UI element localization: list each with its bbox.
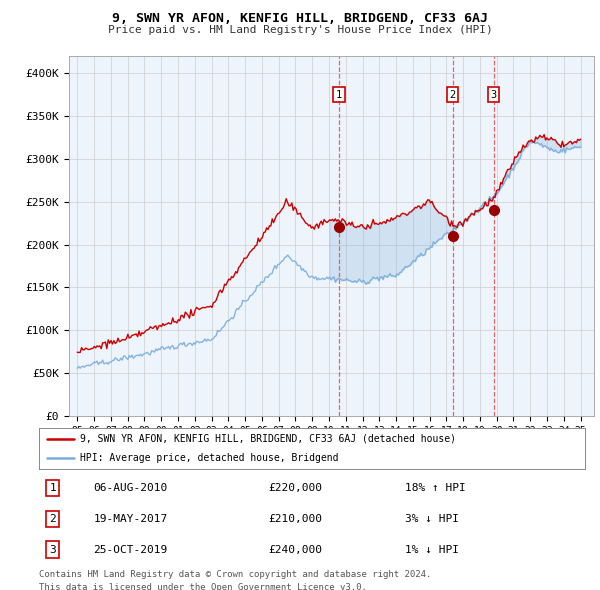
Text: 3: 3 xyxy=(490,90,497,100)
Text: 1: 1 xyxy=(336,90,342,100)
Text: 25-OCT-2019: 25-OCT-2019 xyxy=(94,545,168,555)
Text: 2: 2 xyxy=(49,514,56,524)
Text: 18% ↑ HPI: 18% ↑ HPI xyxy=(405,483,466,493)
Text: 2: 2 xyxy=(449,90,456,100)
Text: 06-AUG-2010: 06-AUG-2010 xyxy=(94,483,168,493)
Text: 1: 1 xyxy=(49,483,56,493)
Text: 9, SWN YR AFON, KENFIG HILL, BRIDGEND, CF33 6AJ: 9, SWN YR AFON, KENFIG HILL, BRIDGEND, C… xyxy=(112,12,488,25)
Text: Contains HM Land Registry data © Crown copyright and database right 2024.: Contains HM Land Registry data © Crown c… xyxy=(39,570,431,579)
Text: 3% ↓ HPI: 3% ↓ HPI xyxy=(405,514,459,524)
Text: £210,000: £210,000 xyxy=(268,514,322,524)
Text: This data is licensed under the Open Government Licence v3.0.: This data is licensed under the Open Gov… xyxy=(39,583,367,590)
Text: £220,000: £220,000 xyxy=(268,483,322,493)
Text: 3: 3 xyxy=(49,545,56,555)
Text: 19-MAY-2017: 19-MAY-2017 xyxy=(94,514,168,524)
Text: HPI: Average price, detached house, Bridgend: HPI: Average price, detached house, Brid… xyxy=(80,453,338,463)
Text: £240,000: £240,000 xyxy=(268,545,322,555)
Text: 9, SWN YR AFON, KENFIG HILL, BRIDGEND, CF33 6AJ (detached house): 9, SWN YR AFON, KENFIG HILL, BRIDGEND, C… xyxy=(80,434,456,444)
Text: 1% ↓ HPI: 1% ↓ HPI xyxy=(405,545,459,555)
Text: Price paid vs. HM Land Registry's House Price Index (HPI): Price paid vs. HM Land Registry's House … xyxy=(107,25,493,35)
